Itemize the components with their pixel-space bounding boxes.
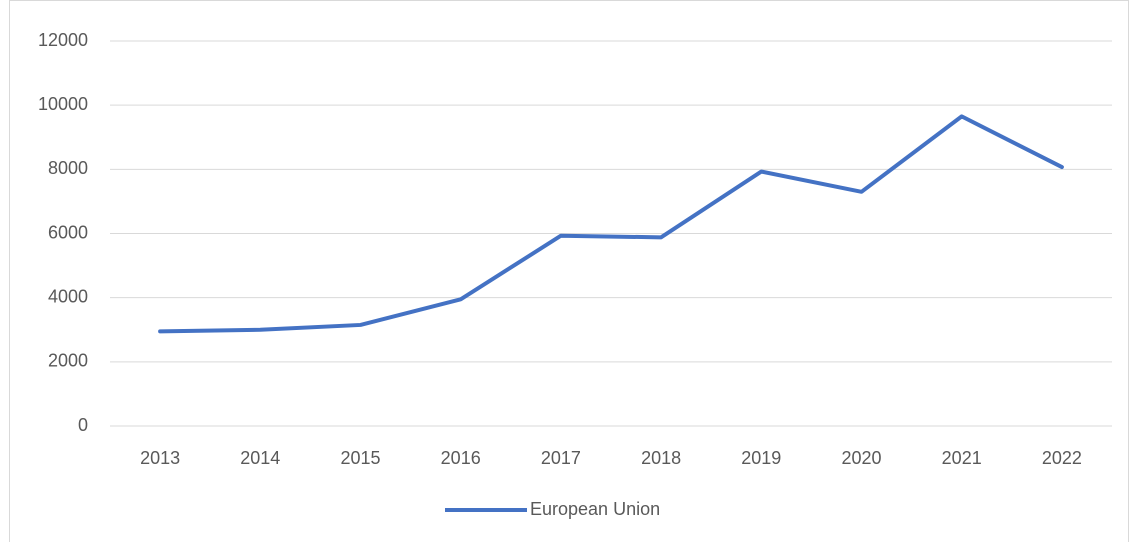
x-tick-label: 2019 <box>741 448 781 468</box>
x-tick-label: 2020 <box>841 448 881 468</box>
series-line <box>158 114 1064 334</box>
x-tick-label: 2016 <box>441 448 481 468</box>
y-tick-label: 2000 <box>48 351 88 371</box>
chart-border <box>9 0 1129 542</box>
y-tick-label: 6000 <box>48 222 88 242</box>
y-tick-label: 12000 <box>38 30 88 50</box>
x-tick-label: 2015 <box>340 448 380 468</box>
x-tick-label: 2018 <box>641 448 681 468</box>
legend-label: European Union <box>530 499 660 519</box>
x-tick-label: 2013 <box>140 448 180 468</box>
y-tick-label: 10000 <box>38 94 88 114</box>
y-tick-label: 8000 <box>48 158 88 178</box>
y-tick-label: 0 <box>78 415 88 435</box>
y-tick-label: 4000 <box>48 286 88 306</box>
x-tick-label: 2014 <box>240 448 280 468</box>
x-tick-label: 2022 <box>1042 448 1082 468</box>
x-tick-label: 2017 <box>541 448 581 468</box>
x-tick-label: 2021 <box>942 448 982 468</box>
